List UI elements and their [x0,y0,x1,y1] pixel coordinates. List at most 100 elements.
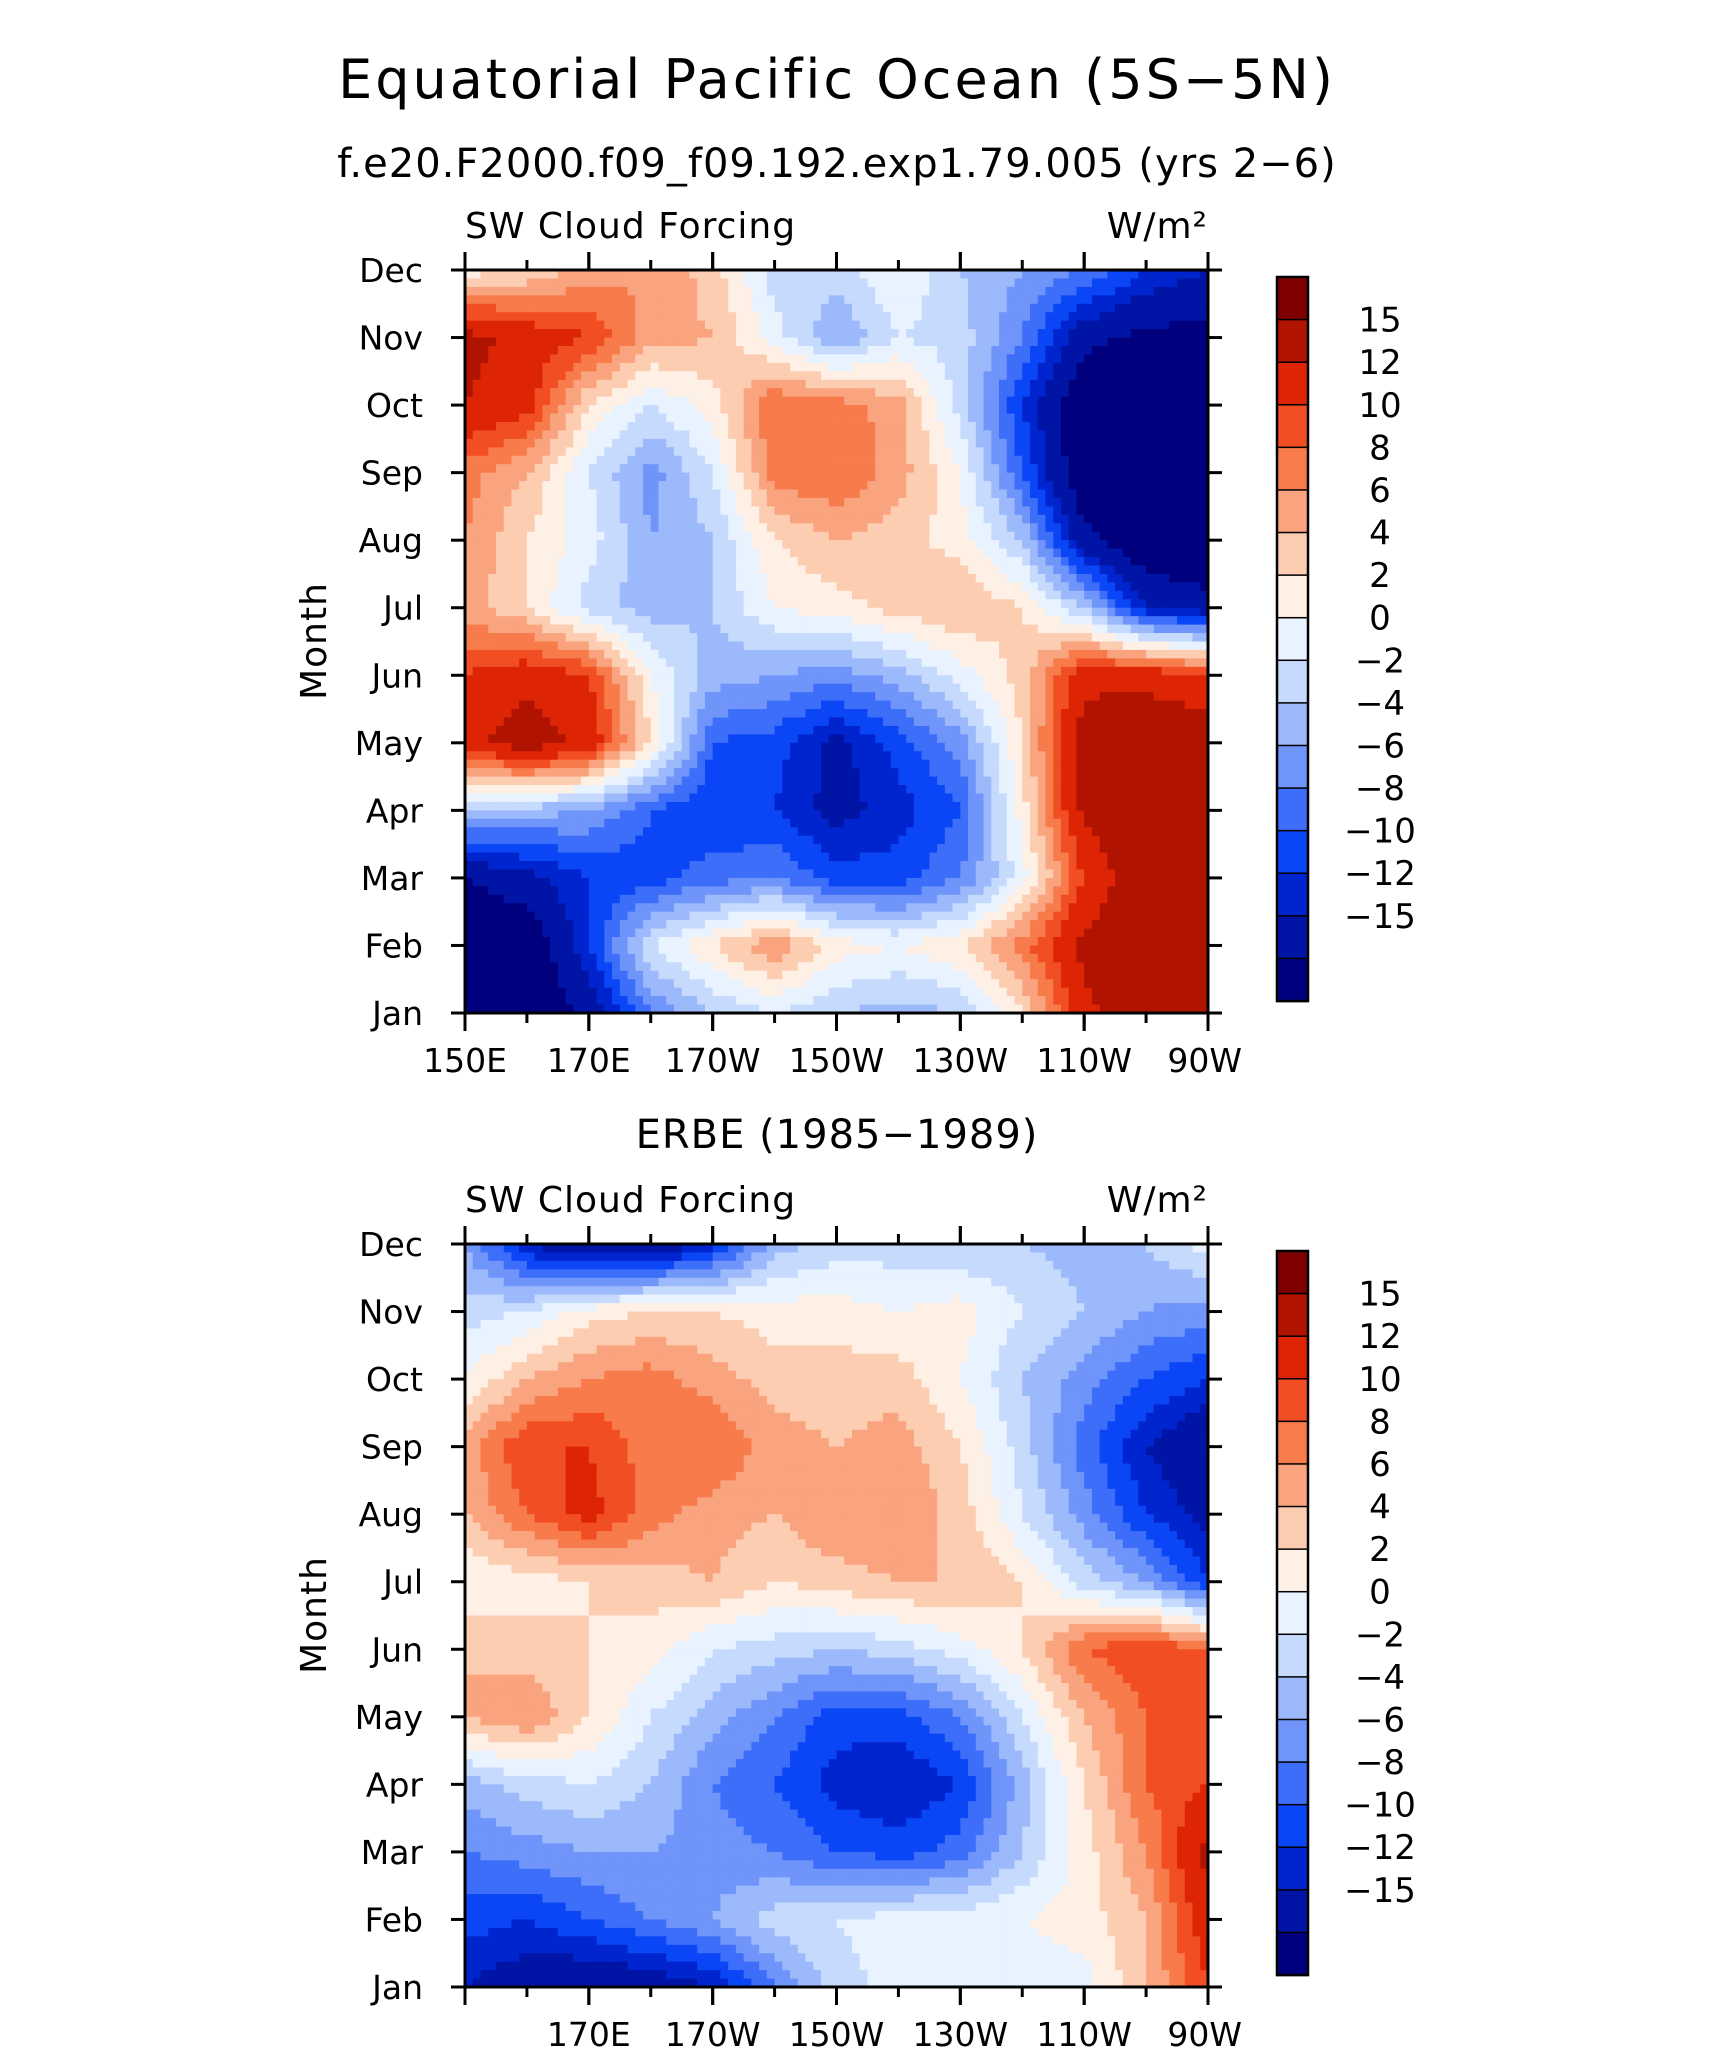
field-cell [542,700,551,710]
field-cell [519,295,528,305]
field-cell [937,481,946,491]
field-cell [960,633,969,643]
field-cell [596,295,606,305]
field-cell [1022,692,1031,702]
field-cell [1060,540,1070,550]
field-cell [720,337,729,347]
field-cell [759,396,768,406]
field-cell [588,286,598,297]
field-cell [805,362,814,373]
field-cell [991,278,1000,288]
field-cell [588,421,598,432]
field-cell [813,649,822,660]
field-cell [1130,675,1140,685]
field-cell [991,455,1000,465]
field-cell [519,388,528,398]
field-cell [766,658,776,668]
field-cell [1022,607,1031,617]
field-cell [952,624,962,634]
field-cell [960,379,969,389]
field-cell [689,675,698,685]
field-cell [1115,413,1124,423]
field-cell [1037,506,1047,516]
field-cell [1060,514,1070,524]
field-cell [1146,379,1155,389]
field-cell [681,582,691,592]
field-cell [1146,303,1155,313]
field-cell [1130,590,1140,600]
field-cell [1014,523,1023,533]
field-cell [643,345,652,356]
field-cell [472,573,482,584]
field-cell [975,320,985,330]
field-cell [1107,303,1116,313]
field-cell [975,582,985,592]
field-cell [1091,379,1101,389]
field-cell [960,405,969,415]
field-cell [728,658,737,668]
field-cell [813,421,822,432]
field-cell [797,362,807,373]
field-cell [1045,286,1054,297]
field-cell [913,489,923,499]
field-cell [983,624,992,634]
field-cell [542,438,551,448]
field-cell [1192,481,1201,491]
field-cell [859,337,869,347]
field-cell [1029,295,1039,305]
field-cell [1115,514,1124,524]
field-cell [712,396,722,406]
field-cell [1184,413,1194,423]
field-cell [968,345,977,356]
field-cell [1138,413,1147,423]
field-cell [867,430,876,440]
field-cell [1053,531,1062,541]
field-cell [906,582,915,592]
field-cell [906,354,915,364]
field-cell [844,506,853,516]
field-cell [1068,354,1078,364]
field-cell [612,345,621,356]
field-cell [712,540,722,550]
field-cell [1006,633,1016,643]
field-cell [1076,396,1085,406]
field-cell [759,371,768,381]
field-cell [635,320,644,330]
field-cell [937,379,946,389]
field-cell [1115,633,1124,643]
field-cell [612,565,621,575]
field-cell [1099,312,1109,322]
field-cell [704,354,714,364]
field-cell [534,481,544,491]
field-cell [681,700,691,710]
field-cell [650,700,660,710]
field-cell [604,447,613,457]
field-cell [503,472,513,482]
field-cell [1045,590,1054,600]
field-cell [1200,514,1208,524]
field-cell [604,430,613,440]
field-cell [612,489,621,499]
field-cell [944,548,954,558]
field-cell [681,531,691,541]
field-cell [1053,472,1062,482]
field-cell [844,582,853,592]
field-cell [821,633,830,643]
field-cell [828,413,838,423]
field-cell [960,421,969,432]
field-cell [1130,582,1140,592]
field-cell [898,270,907,280]
field-cell [720,286,729,297]
field-cell [1045,270,1054,280]
field-cell [952,649,962,660]
field-cell [1192,523,1201,533]
field-cell [906,430,915,440]
field-cell [720,379,729,389]
field-cell [859,320,869,330]
field-cell [557,362,567,373]
field-cell [1022,700,1031,710]
field-cell [1014,312,1023,322]
field-cell [890,438,900,448]
field-cell [643,565,652,575]
field-cell [867,329,876,339]
